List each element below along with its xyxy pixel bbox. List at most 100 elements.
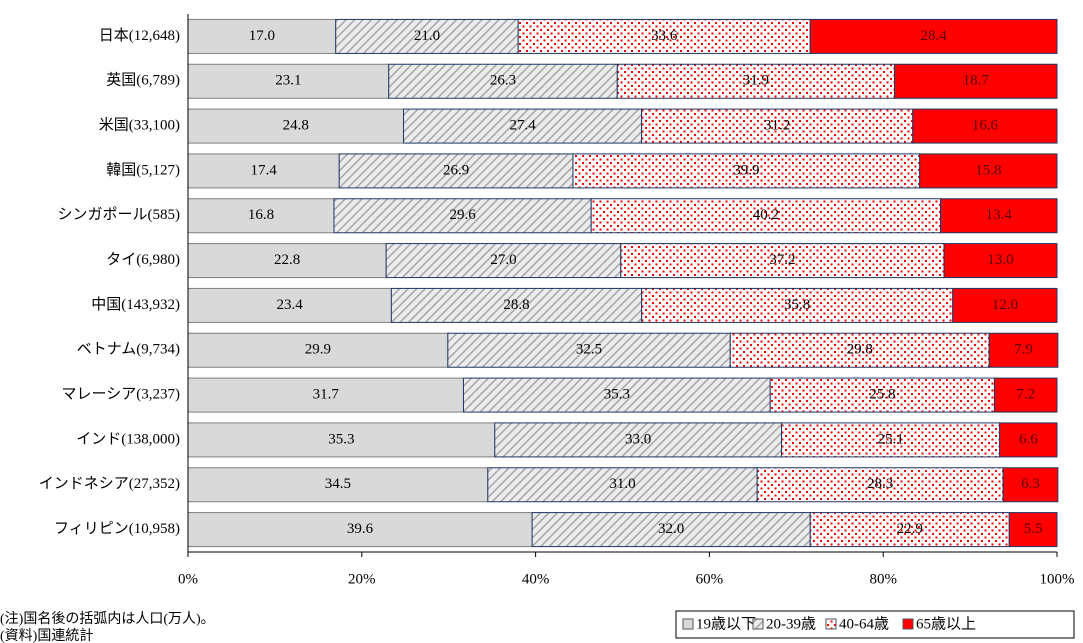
data-label: 7.2 bbox=[1016, 387, 1035, 403]
bar-segment bbox=[940, 198, 1058, 234]
data-label: 25.1 bbox=[877, 431, 903, 447]
data-label: 5.5 bbox=[1024, 521, 1043, 537]
data-label: 29.8 bbox=[847, 342, 873, 358]
data-label: 25.8 bbox=[869, 387, 895, 403]
data-label: 39.9 bbox=[733, 162, 759, 178]
bar-segment bbox=[999, 422, 1058, 458]
data-label: 40.2 bbox=[753, 207, 779, 223]
bar-segment bbox=[769, 377, 995, 413]
bar-segment bbox=[988, 332, 1059, 368]
data-label: 18.7 bbox=[963, 73, 990, 89]
data-label: 17.0 bbox=[249, 28, 275, 44]
y-tick-label: ベトナム(9,734) bbox=[77, 342, 180, 358]
legend-label: 40-64歳 bbox=[839, 615, 889, 632]
bar-segment bbox=[729, 332, 990, 368]
x-tick-label: 20% bbox=[348, 571, 376, 587]
data-label: 21.0 bbox=[414, 28, 440, 44]
bar-segment bbox=[893, 63, 1058, 99]
bar-segment bbox=[1008, 512, 1058, 548]
bar-segment bbox=[919, 153, 1058, 189]
bar-segment bbox=[952, 287, 1058, 323]
data-label: 31.9 bbox=[743, 73, 769, 89]
y-tick-label: シンガポール(585) bbox=[58, 206, 181, 223]
data-label: 24.8 bbox=[283, 118, 309, 134]
bar-segment bbox=[993, 377, 1058, 413]
bar-segment bbox=[620, 243, 945, 279]
data-label: 35.3 bbox=[328, 431, 354, 447]
y-tick-label: 英国(6,789) bbox=[106, 71, 180, 89]
legend-swatch bbox=[825, 618, 837, 630]
data-label: 34.5 bbox=[325, 476, 351, 492]
bar-segment bbox=[187, 108, 405, 144]
y-tick-label: 米国(33,100) bbox=[99, 117, 180, 134]
bar-segment bbox=[641, 108, 914, 144]
x-tick-label: 0% bbox=[178, 571, 198, 587]
bar-segment bbox=[390, 287, 643, 323]
bar-segment bbox=[187, 467, 489, 503]
legend-box bbox=[675, 610, 1075, 639]
data-label: 27.0 bbox=[490, 252, 516, 268]
bar-segment bbox=[447, 332, 731, 368]
y-tick-label: インド(138,000) bbox=[76, 431, 180, 447]
data-label: 29.9 bbox=[305, 342, 331, 358]
bar-segment bbox=[187, 512, 533, 548]
legend-swatch bbox=[752, 618, 764, 630]
x-tick-label: 40% bbox=[522, 571, 550, 587]
data-label: 16.6 bbox=[972, 118, 999, 134]
bar-segment bbox=[781, 422, 1001, 458]
y-tick-label: マレーシア(3,237) bbox=[62, 387, 180, 403]
bar-segment bbox=[187, 63, 390, 99]
data-label: 27.4 bbox=[509, 118, 536, 134]
bar-segment bbox=[385, 243, 622, 279]
y-tick-label: 韓国(5,127) bbox=[106, 161, 180, 178]
bar-segment bbox=[187, 287, 392, 323]
x-tick-label: 100% bbox=[1040, 571, 1075, 587]
bar-segment bbox=[187, 332, 449, 368]
data-label: 28.4 bbox=[920, 28, 947, 44]
data-label: 31.7 bbox=[313, 387, 340, 403]
bar-segment bbox=[187, 198, 335, 234]
y-tick-label: フィリピン(10,958) bbox=[54, 520, 180, 537]
data-label: 37.2 bbox=[769, 252, 795, 268]
y-tick-label: 日本(12,648) bbox=[99, 27, 180, 44]
data-label: 31.2 bbox=[764, 118, 790, 134]
data-label: 6.6 bbox=[1019, 431, 1038, 447]
bar-segment bbox=[187, 422, 496, 458]
source: (資料)国連統計 bbox=[0, 628, 93, 643]
legend-label: 19歳以下 bbox=[696, 615, 756, 632]
data-label: 23.1 bbox=[275, 73, 301, 89]
bar-segment bbox=[388, 63, 618, 99]
data-label: 16.8 bbox=[248, 207, 274, 223]
bar-segment bbox=[809, 18, 1058, 54]
data-label: 31.0 bbox=[609, 476, 635, 492]
legend-swatch bbox=[682, 618, 694, 630]
data-label: 28.8 bbox=[503, 297, 529, 313]
data-label: 22.9 bbox=[897, 521, 923, 537]
bar-segment bbox=[616, 63, 895, 99]
data-label: 15.8 bbox=[975, 162, 1001, 178]
y-tick-label: インドネシア(27,352) bbox=[39, 475, 180, 492]
x-tick-label: 60% bbox=[696, 571, 724, 587]
data-label: 26.3 bbox=[490, 73, 516, 89]
bar-segment bbox=[531, 512, 811, 548]
legend-swatch bbox=[902, 618, 914, 630]
data-label: 32.5 bbox=[576, 342, 602, 358]
bar-segment bbox=[1002, 467, 1059, 503]
data-label: 32.0 bbox=[658, 521, 684, 537]
legend-label: 65歳以上 bbox=[916, 615, 976, 632]
data-label: 35.3 bbox=[604, 387, 630, 403]
data-label: 13.0 bbox=[987, 252, 1013, 268]
data-label: 26.9 bbox=[443, 162, 469, 178]
data-label: 17.4 bbox=[250, 162, 277, 178]
note: (注)国名後の括弧内は人口(万人)。 bbox=[0, 611, 215, 627]
bar-segment bbox=[487, 467, 758, 503]
data-label: 23.4 bbox=[277, 297, 304, 313]
y-tick-label: タイ(6,980) bbox=[106, 251, 180, 268]
data-label: 39.6 bbox=[347, 521, 374, 537]
y-tick-label: 中国(143,932) bbox=[91, 296, 180, 313]
bar-segment bbox=[517, 18, 811, 54]
x-tick-label: 80% bbox=[869, 571, 897, 587]
legend-label: 20-39歳 bbox=[766, 615, 816, 632]
bar-segment bbox=[187, 153, 340, 189]
data-label: 29.6 bbox=[449, 207, 476, 223]
